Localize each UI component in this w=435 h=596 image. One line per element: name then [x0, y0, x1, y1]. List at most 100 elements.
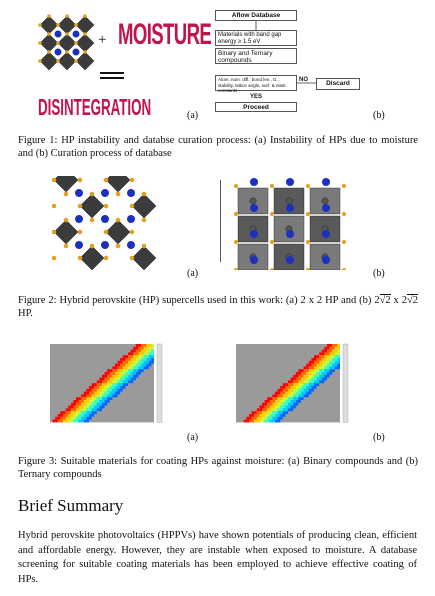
heatmap-cell [272, 419, 275, 423]
heatmap-cell [120, 358, 123, 361]
heatmap-cell [109, 377, 113, 381]
heatmap-cell [329, 372, 333, 375]
heatmap-cell [133, 374, 136, 378]
heatmap-cell [78, 416, 82, 420]
heatmap-cell [314, 374, 317, 378]
heatmap-cell [117, 374, 121, 378]
heatmap-cell [107, 386, 110, 389]
heatmap-cell [275, 397, 278, 400]
heatmap-cell [109, 391, 113, 395]
heatmap-cell [141, 355, 144, 358]
heatmap-cell [306, 366, 309, 370]
heatmap-cell [290, 380, 294, 384]
heatmap-cell [306, 388, 309, 392]
heatmap-cell [151, 360, 154, 364]
heatmap-cell [277, 419, 281, 423]
heatmap-cell [102, 374, 105, 378]
heatmap-cell [337, 346, 340, 350]
heatmap-cell [89, 400, 92, 403]
heatmap-cell [83, 405, 87, 409]
heatmap-cell [96, 383, 100, 386]
heatmap-cell [133, 366, 136, 370]
heatmap-cell [272, 397, 275, 400]
heatmap-colorbar [342, 343, 349, 423]
heatmap-cell [128, 352, 131, 356]
heatmap-cell [141, 346, 144, 350]
heatmap-cell [138, 355, 141, 358]
heatmap-cell [311, 386, 314, 389]
octahedron [131, 245, 157, 271]
heatmap-cell [288, 405, 291, 409]
heatmap-cell [112, 386, 115, 389]
heatmap-cell [135, 369, 139, 372]
x-site-atom [65, 50, 69, 54]
heatmap-cell [277, 414, 281, 417]
heatmap-cell [115, 383, 118, 386]
heatmap-cell [288, 386, 291, 389]
heatmap-cell [73, 419, 76, 423]
x-site-atom [38, 59, 42, 63]
heatmap-cell [146, 346, 149, 350]
heatmap-cell [288, 402, 291, 406]
x-site-atom [234, 212, 238, 216]
b-site-atom [321, 197, 329, 205]
heatmap-cell [254, 419, 257, 423]
x-site-atom [77, 229, 83, 235]
heatmap-cell [259, 416, 262, 420]
heatmap-cell [146, 352, 149, 356]
heatmap-cell [91, 383, 95, 386]
heatmap-cell [89, 416, 92, 420]
figure2-sublabel-a: (a) [187, 268, 199, 279]
heatmap-cell [288, 394, 291, 398]
heatmap-cell [272, 408, 275, 412]
heatmap-cell [264, 402, 268, 406]
heatmap-cell [78, 411, 82, 414]
heatmap-cell [324, 377, 327, 381]
heatmap-cell [128, 358, 131, 361]
a-site-cation [101, 241, 109, 249]
heatmap-cell [298, 388, 301, 392]
heatmap-cell [76, 400, 79, 403]
heatmap-cell [280, 386, 283, 389]
heatmap-cell [249, 414, 252, 417]
heatmap-cell [91, 386, 95, 389]
octahedra-grid [38, 14, 95, 71]
heatmap-cell [319, 355, 322, 358]
heatmap-cell [246, 416, 249, 420]
heatmap-cell [112, 369, 115, 372]
figure1a: + MOISTURE DISINTEGRATION [28, 8, 212, 120]
heatmap-cell [277, 400, 281, 403]
heatmap-cell [112, 377, 115, 381]
heatmap-cell [301, 369, 304, 372]
heatmap-cell [282, 402, 286, 406]
heatmap-cell [122, 366, 126, 370]
heatmap-cell [89, 388, 92, 392]
figure2-caption-sqrt1: √2 [379, 294, 391, 306]
heatmap-cell [282, 414, 286, 417]
heatmap-cell [130, 360, 134, 364]
heatmap-cell [122, 374, 126, 378]
heatmap-cell [89, 397, 92, 400]
heatmap-cell [78, 400, 82, 403]
heatmap-cell [275, 408, 278, 412]
heatmap-cell [334, 352, 338, 356]
heatmap-cell [311, 358, 314, 361]
heatmap-cell [138, 366, 141, 370]
heatmap-cell [135, 352, 139, 356]
heatmap-cell [94, 402, 97, 406]
heatmap-cell [130, 366, 134, 370]
heatmap-cell [107, 394, 110, 398]
heatmap-cell [130, 358, 134, 361]
heatmap-cell [316, 372, 320, 375]
heatmap-cell [138, 369, 141, 372]
heatmap-cell [109, 394, 113, 398]
heatmap-cell [308, 369, 312, 372]
heatmap-cell [94, 388, 97, 392]
heatmap-cell [91, 402, 95, 406]
heatmap-cell [303, 394, 307, 398]
x-site-atom [141, 191, 147, 197]
heatmap-cell [303, 374, 307, 378]
heatmap-cell [285, 383, 288, 386]
heatmap-cell [83, 414, 87, 417]
heatmap-cell [303, 386, 307, 389]
